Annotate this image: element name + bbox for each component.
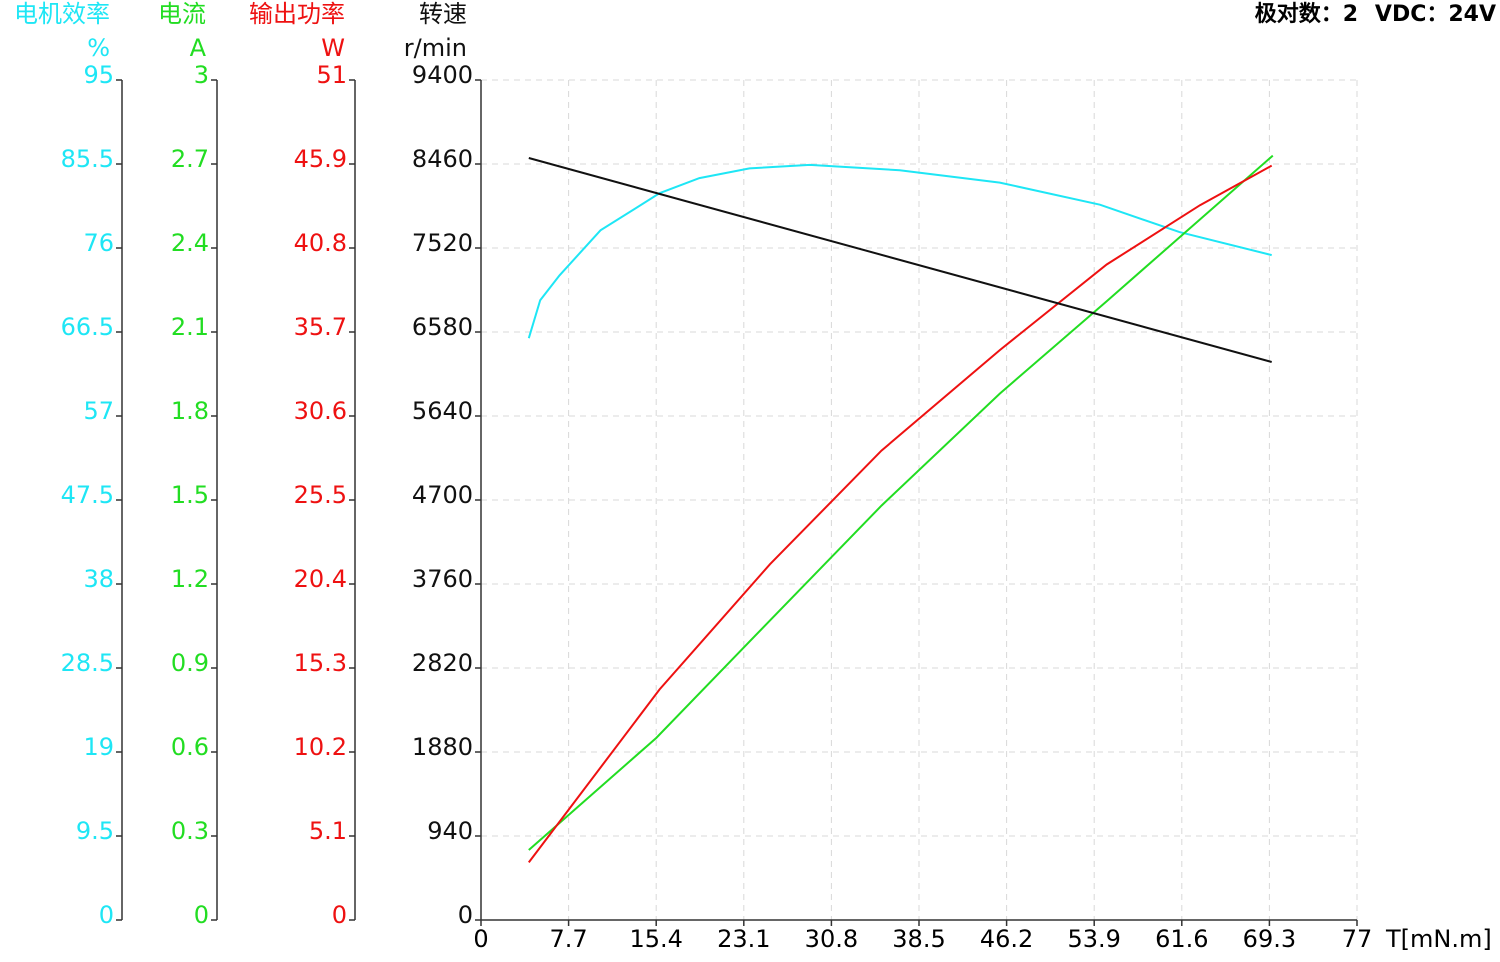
y-tick-label: 1.8 bbox=[171, 397, 209, 425]
y-tick-label: 76 bbox=[83, 229, 114, 257]
y-axis-unit: % bbox=[87, 34, 110, 62]
y-tick-label: 8460 bbox=[412, 145, 473, 173]
x-tick-label: 69.3 bbox=[1243, 925, 1296, 953]
y-axis-title: 输出功率 bbox=[249, 0, 345, 28]
y-tick-label: 95 bbox=[83, 61, 114, 89]
y-tick-label: 51 bbox=[316, 61, 347, 89]
y-tick-label: 47.5 bbox=[61, 481, 114, 509]
y-tick-label: 35.7 bbox=[294, 313, 347, 341]
y-tick-label: 0 bbox=[194, 901, 209, 929]
x-tick-label: 23.1 bbox=[717, 925, 770, 953]
y-tick-label: 40.8 bbox=[294, 229, 347, 257]
y-tick-label: 9400 bbox=[412, 61, 473, 89]
y-tick-label: 28.5 bbox=[61, 649, 114, 677]
y-tick-label: 20.4 bbox=[294, 565, 347, 593]
y-tick-label: 4700 bbox=[412, 481, 473, 509]
series-line bbox=[528, 154, 1274, 851]
y-tick-label: 0 bbox=[458, 901, 473, 929]
y-tick-label: 0.6 bbox=[171, 733, 209, 761]
y-tick-label: 19 bbox=[83, 733, 114, 761]
series-line bbox=[528, 157, 1272, 363]
header-poles: 极对数：2 bbox=[1255, 1, 1358, 27]
y-tick-label: 1.2 bbox=[171, 565, 209, 593]
y-tick-label: 85.5 bbox=[61, 145, 114, 173]
x-tick-label: 30.8 bbox=[805, 925, 858, 953]
y-tick-label: 2.1 bbox=[171, 313, 209, 341]
y-tick-label: 30.6 bbox=[294, 397, 347, 425]
y-tick-label: 2820 bbox=[412, 649, 473, 677]
series-line bbox=[527, 163, 1272, 339]
y-tick-label: 3 bbox=[194, 61, 209, 89]
y-tick-label: 1880 bbox=[412, 733, 473, 761]
x-tick-label: 53.9 bbox=[1067, 925, 1120, 953]
y-tick-label: 0 bbox=[99, 901, 114, 929]
y-axis-title: 转速 bbox=[419, 0, 467, 28]
x-tick-label: 61.6 bbox=[1155, 925, 1208, 953]
y-tick-label: 45.9 bbox=[294, 145, 347, 173]
y-tick-label: 2.7 bbox=[171, 145, 209, 173]
y-tick-label: 15.3 bbox=[294, 649, 347, 677]
y-tick-label: 0.9 bbox=[171, 649, 209, 677]
y-axis-title: 电机效率 bbox=[14, 0, 110, 28]
y-axis-unit: W bbox=[321, 34, 345, 62]
y-tick-label: 10.2 bbox=[294, 733, 347, 761]
y-axis-unit: A bbox=[190, 34, 207, 62]
y-tick-label: 2.4 bbox=[171, 229, 209, 257]
x-tick-label: 0 bbox=[473, 925, 488, 953]
y-tick-label: 1.5 bbox=[171, 481, 209, 509]
y-tick-label: 66.5 bbox=[61, 313, 114, 341]
y-tick-label: 25.5 bbox=[294, 481, 347, 509]
x-tick-label: 46.2 bbox=[980, 925, 1033, 953]
y-tick-label: 7520 bbox=[412, 229, 473, 257]
y-tick-label: 57 bbox=[83, 397, 114, 425]
y-axis-title: 电流 bbox=[158, 0, 206, 28]
y-tick-label: 940 bbox=[427, 817, 473, 845]
x-tick-label: 38.5 bbox=[892, 925, 945, 953]
y-tick-label: 6580 bbox=[412, 313, 473, 341]
x-tick-label: 15.4 bbox=[629, 925, 682, 953]
header-vdc: VDC：24V bbox=[1375, 2, 1496, 27]
series-line bbox=[528, 164, 1273, 864]
y-tick-label: 0.3 bbox=[171, 817, 209, 845]
y-tick-label: 38 bbox=[83, 565, 114, 593]
x-tick-label: 7.7 bbox=[550, 925, 588, 953]
y-axis-unit: r/min bbox=[404, 34, 467, 62]
y-tick-label: 5.1 bbox=[309, 817, 347, 845]
x-tick-label: 77 bbox=[1342, 925, 1373, 953]
y-tick-label: 0 bbox=[332, 901, 347, 929]
y-tick-label: 9.5 bbox=[76, 817, 114, 845]
y-tick-label: 3760 bbox=[412, 565, 473, 593]
x-axis-label: T[mN.m] bbox=[1385, 925, 1492, 953]
y-tick-label: 5640 bbox=[412, 397, 473, 425]
